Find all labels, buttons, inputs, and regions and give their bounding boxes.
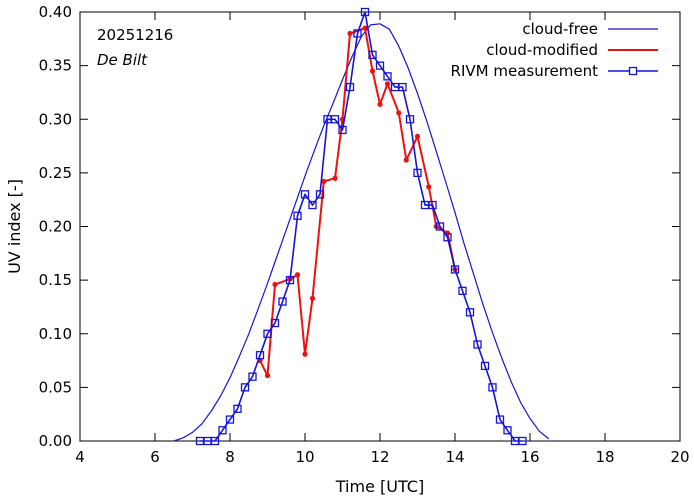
data-point <box>426 184 432 190</box>
data-point <box>248 372 257 381</box>
data-point <box>450 265 460 274</box>
data-point <box>495 415 505 424</box>
data-point <box>473 340 482 349</box>
x-tick-label: 18 <box>595 448 614 466</box>
data-point <box>384 81 391 87</box>
data-point <box>362 25 368 31</box>
y-tick-label: 0.05 <box>39 378 72 396</box>
data-point <box>225 415 235 424</box>
data-point <box>293 211 302 220</box>
y-tick-label: 0.30 <box>39 110 72 128</box>
legend: cloud-free cloud-modified RIVM measurement <box>451 20 658 80</box>
legend-item-rivm-measurement: RIVM measurement <box>451 62 658 80</box>
data-point <box>270 318 280 328</box>
data-point <box>309 295 316 301</box>
axis-ticks: 4 6 8 10 12 14 16 18 20 0.00 0.05 0.10 0.15 0.20 0.25 0… <box>39 3 690 466</box>
data-point <box>413 168 422 178</box>
series-cloud-free <box>173 23 550 442</box>
y-tick-label: 0.20 <box>39 218 72 236</box>
annotation-location: De Bilt <box>97 51 148 69</box>
data-point <box>480 361 490 371</box>
y-tick-label: 0.35 <box>39 57 72 75</box>
data-point <box>353 29 362 38</box>
data-point <box>428 200 437 210</box>
annotation-date: 20251216 <box>97 26 173 44</box>
x-tick-label: 16 <box>520 448 539 466</box>
data-point <box>285 275 295 285</box>
data-point <box>369 68 376 74</box>
data-point <box>503 426 512 435</box>
data-point <box>347 30 353 37</box>
data-point <box>368 50 377 60</box>
data-point <box>405 115 415 124</box>
data-point <box>332 175 338 181</box>
data-point <box>403 157 409 163</box>
data-point <box>218 426 227 435</box>
data-point <box>398 82 407 92</box>
data-point <box>443 233 452 242</box>
data-point <box>264 372 271 379</box>
legend-label: cloud-modified <box>486 41 598 59</box>
data-point <box>294 272 301 278</box>
data-point <box>414 133 421 140</box>
data-point <box>458 286 467 296</box>
data-point <box>233 404 242 413</box>
data-point <box>263 329 272 338</box>
data-point <box>375 61 385 70</box>
data-point <box>488 383 497 392</box>
data-point <box>465 308 475 317</box>
data-point <box>396 110 402 116</box>
x-tick-label: 4 <box>75 448 85 466</box>
data-point <box>330 115 340 124</box>
data-point <box>321 178 327 185</box>
legend-marker <box>628 66 638 76</box>
data-point <box>278 297 287 306</box>
series-rivm-measurement <box>195 7 527 446</box>
data-point <box>345 82 355 92</box>
x-tick-label: 20 <box>670 448 689 466</box>
data-point <box>272 281 278 288</box>
data-point <box>302 351 308 357</box>
y-tick-label: 0.15 <box>39 271 72 289</box>
x-tick-label: 14 <box>445 448 464 466</box>
x-tick-label: 8 <box>225 448 235 466</box>
data-point <box>338 125 347 135</box>
data-point <box>435 222 445 231</box>
data-point <box>383 72 392 81</box>
y-tick-label: 0.40 <box>39 3 72 21</box>
data-point <box>518 436 527 446</box>
data-point <box>360 7 370 17</box>
data-point <box>308 200 317 210</box>
x-tick-label: 12 <box>370 448 389 466</box>
legend-item-cloud-modified: cloud-modified <box>486 41 658 59</box>
series-line-cloud-free <box>173 23 550 442</box>
y-tick-label: 0.00 <box>39 432 72 450</box>
data-point <box>315 190 325 199</box>
x-axis-title: Time [UTC] <box>335 477 424 496</box>
data-point <box>210 436 220 446</box>
x-tick-label: 6 <box>150 448 160 466</box>
data-point <box>377 101 383 107</box>
legend-item-cloud-free: cloud-free <box>522 20 658 38</box>
legend-label: cloud-free <box>522 20 598 38</box>
data-point <box>240 383 250 392</box>
data-point <box>255 351 265 360</box>
series-layer <box>173 7 550 446</box>
x-tick-label: 10 <box>295 448 314 466</box>
y-axis-title: UV index [-] <box>5 179 24 274</box>
y-tick-label: 0.25 <box>39 164 72 182</box>
legend-label: RIVM measurement <box>451 62 599 80</box>
y-tick-label: 0.10 <box>39 325 72 343</box>
data-point <box>300 190 310 199</box>
